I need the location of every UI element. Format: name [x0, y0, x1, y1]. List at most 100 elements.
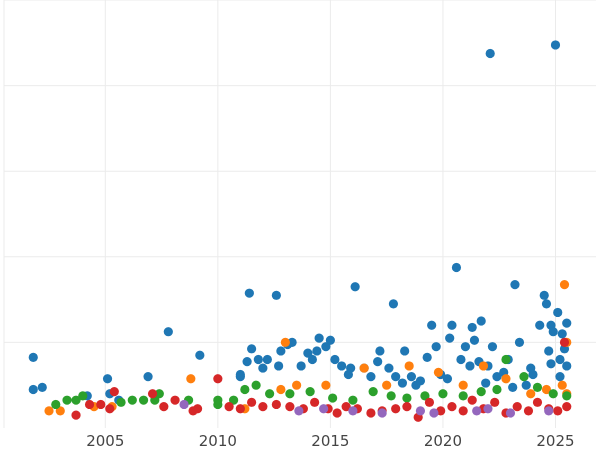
x-tick-label: 2010 [199, 432, 237, 450]
data-point [276, 384, 286, 395]
data-point [228, 395, 239, 405]
data-point [386, 391, 396, 401]
x-tick-labels: 2005 2010 2015 2020 2025 [86, 432, 574, 450]
data-point [373, 357, 383, 367]
data-point [523, 406, 534, 416]
data-point [251, 380, 261, 390]
data-point [415, 376, 426, 386]
data-point [319, 404, 329, 414]
data-point [271, 399, 281, 410]
data-point [512, 402, 522, 412]
data-point [247, 397, 257, 407]
data-point [105, 404, 115, 414]
data-point [192, 404, 203, 414]
data-point [62, 395, 72, 405]
data-point [467, 395, 477, 405]
data-point [224, 402, 234, 412]
data-point [332, 408, 342, 418]
data-points [28, 40, 572, 422]
data-point [546, 359, 556, 369]
data-point [501, 354, 511, 365]
data-point [186, 374, 196, 384]
data-point [539, 290, 549, 300]
data-point [553, 307, 563, 318]
data-point [235, 404, 245, 414]
data-point [285, 389, 295, 399]
data-point [451, 262, 462, 273]
data-point [424, 397, 435, 407]
data-point [265, 389, 275, 399]
data-point [458, 380, 468, 390]
data-point [213, 374, 223, 384]
data-point [294, 406, 304, 416]
data-point [562, 318, 572, 328]
data-point [51, 399, 61, 410]
data-point [406, 372, 417, 382]
data-point [514, 337, 525, 347]
data-point [415, 406, 426, 416]
data-point [447, 402, 457, 412]
data-point [478, 361, 489, 371]
data-point [258, 402, 268, 412]
data-point [548, 327, 558, 337]
data-point [240, 384, 250, 395]
data-point [348, 406, 358, 416]
data-point [321, 380, 331, 390]
data-point [465, 361, 475, 371]
data-point [28, 384, 38, 395]
data-point [341, 402, 351, 412]
data-point [247, 344, 257, 354]
data-point [195, 350, 205, 360]
data-point [71, 395, 81, 405]
data-point [384, 363, 394, 373]
data-point [555, 372, 565, 382]
data-point [562, 402, 572, 412]
data-point [350, 282, 360, 292]
data-point [535, 320, 545, 330]
data-point [476, 387, 486, 397]
data-point [481, 378, 491, 388]
data-point [170, 395, 180, 405]
x-tick-label: 2015 [311, 432, 349, 450]
data-point [242, 357, 252, 367]
data-point [84, 399, 95, 410]
data-point [179, 399, 189, 410]
data-point [438, 389, 448, 399]
data-point [213, 395, 223, 405]
data-point [476, 316, 486, 326]
data-point [544, 406, 554, 416]
data-point [541, 299, 552, 309]
data-point [402, 393, 412, 403]
data-point [541, 384, 552, 395]
data-point [305, 387, 315, 397]
data-point [109, 387, 119, 397]
data-point [147, 389, 158, 399]
data-point [427, 320, 437, 330]
data-point [458, 391, 468, 401]
y-gridlines [4, 0, 596, 343]
data-point [337, 361, 347, 371]
data-point [262, 354, 272, 365]
data-point [366, 408, 376, 418]
data-point [375, 346, 385, 356]
data-point [562, 391, 572, 401]
data-point [138, 395, 149, 405]
data-point [274, 361, 284, 371]
data-point [460, 342, 471, 352]
x-tick-label: 2020 [424, 432, 462, 450]
data-point [559, 337, 570, 347]
data-point [391, 404, 401, 414]
data-point [55, 406, 65, 416]
data-point [359, 363, 369, 373]
data-point [368, 387, 378, 397]
data-point [346, 363, 356, 373]
data-point [258, 363, 268, 373]
data-point [253, 354, 263, 365]
data-point [312, 346, 322, 356]
data-point [235, 369, 245, 380]
data-point [127, 395, 137, 405]
data-point [429, 408, 439, 418]
data-point [44, 406, 54, 416]
data-point [321, 342, 331, 352]
data-point [276, 346, 286, 356]
